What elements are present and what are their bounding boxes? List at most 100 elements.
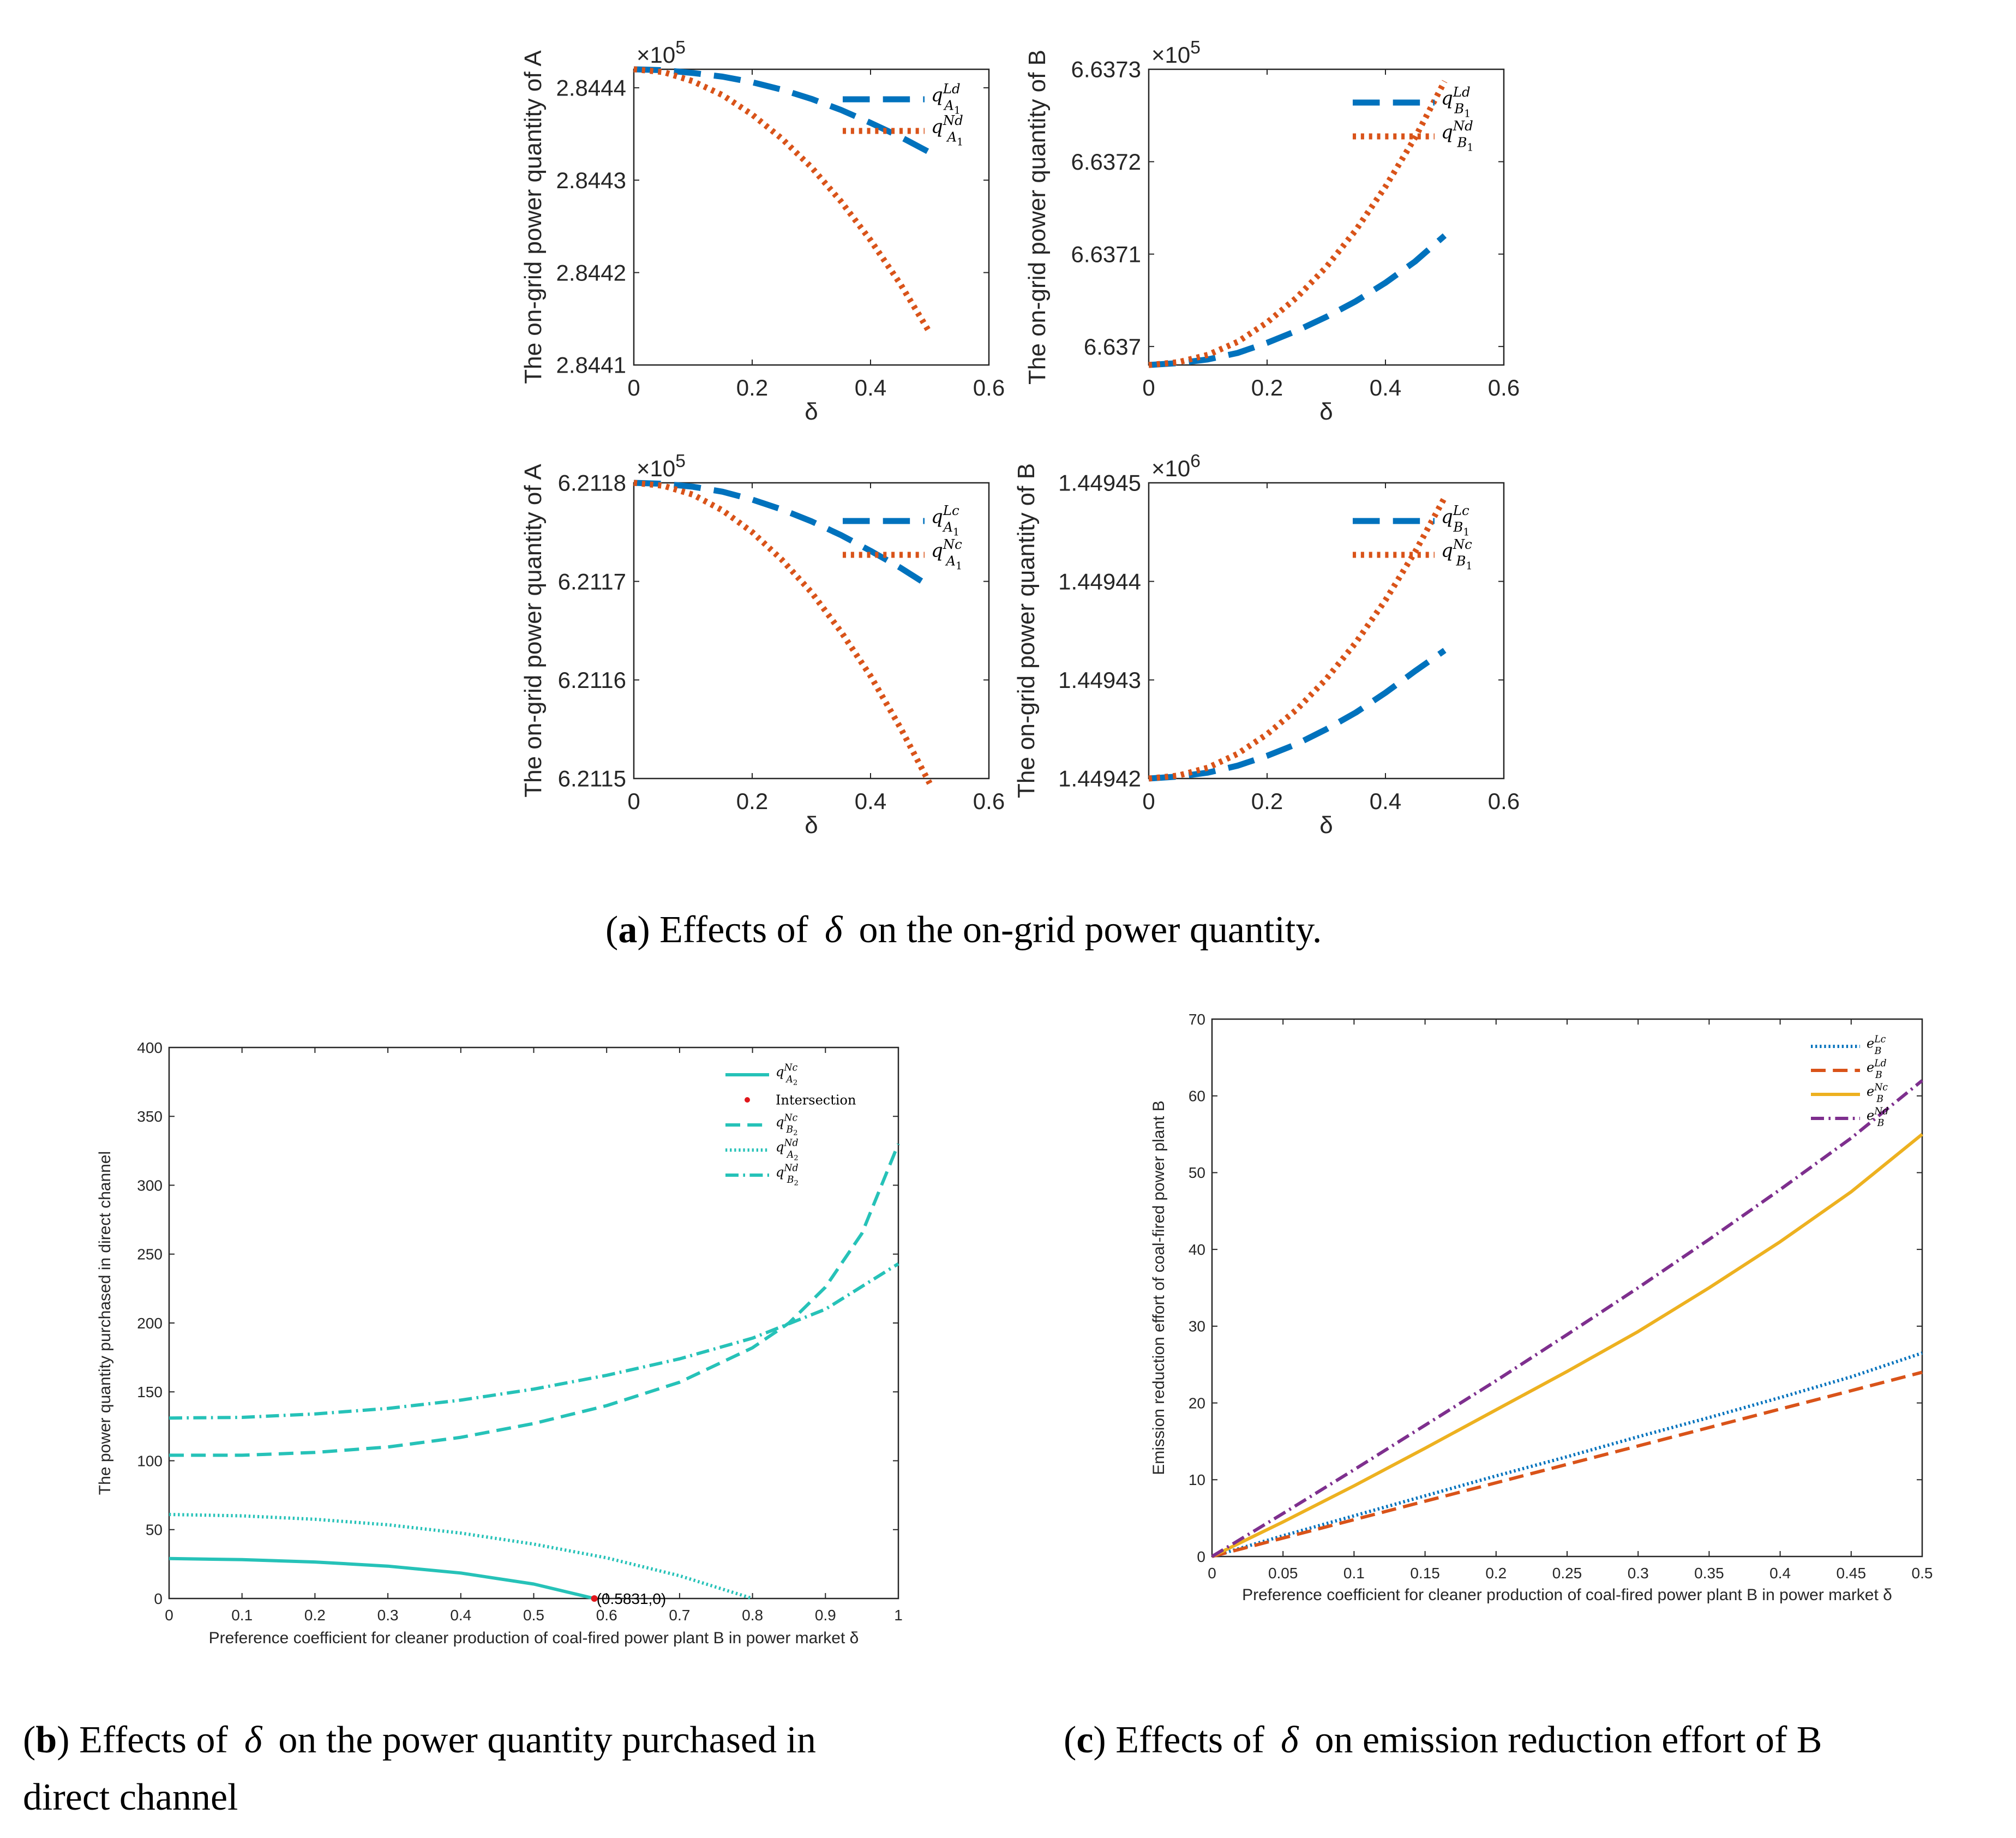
x-tick-label: 0.4 <box>1769 1565 1791 1582</box>
x-tick-label: 0.6 <box>596 1607 617 1624</box>
x-axis-label: δ <box>805 398 818 425</box>
intersection-annotation: (0.5831,0) <box>597 1590 667 1607</box>
y-tick-label: 6.637 <box>1084 334 1141 360</box>
x-axis-label: δ <box>805 812 818 839</box>
x-tick-label: 0 <box>627 375 640 400</box>
y-tick-label: 0 <box>154 1590 163 1607</box>
x-tick-label: 1 <box>894 1607 903 1624</box>
x-tick-label: 0.4 <box>450 1607 471 1624</box>
x-tick-label: 0.4 <box>855 375 886 400</box>
x-axis-label: δ <box>1319 398 1333 425</box>
y-tick-label: 2.8444 <box>556 75 626 101</box>
plot-area <box>1149 69 1504 365</box>
y-tick-label: 150 <box>137 1384 163 1400</box>
y-tick-label: 1.44944 <box>1058 568 1141 594</box>
x-axis-label: Preference coefficient for cleaner produ… <box>209 1629 859 1647</box>
plot-area <box>1212 1019 1922 1556</box>
x-tick-label: 0.2 <box>1251 375 1283 400</box>
x-tick-label: 0.1 <box>231 1607 253 1624</box>
y-tick-label: 2.8441 <box>556 352 626 378</box>
x-tick-label: 0.5 <box>523 1607 544 1624</box>
y-tick-label: 300 <box>137 1177 163 1194</box>
y-tick-label: 250 <box>137 1246 163 1263</box>
chart-b: 0 0.1 0.2 0.3 0.4 0.5 0.6 0.7 0.8 0.9 1 0 50 100 150 20… <box>96 1039 903 1647</box>
x-tick-label: 0.2 <box>736 375 768 400</box>
x-axis-label: Preference coefficient for cleaner produ… <box>1242 1586 1892 1604</box>
y-tick-label: 6.2115 <box>558 766 626 792</box>
x-tick-label: 0.05 <box>1268 1565 1298 1582</box>
x-tick-label: 0 <box>627 788 640 814</box>
x-tick-label: 0.6 <box>973 375 1005 400</box>
x-tick-label: 0.45 <box>1837 1565 1867 1582</box>
y-tick-label: 6.6373 <box>1071 57 1141 82</box>
y-exponent-label: ×105 <box>637 38 686 68</box>
y-tick-label: 60 <box>1189 1088 1205 1105</box>
caption-c: (c) Effects of δ on emission reduction eff… <box>1064 1713 1822 1768</box>
y-tick-label: 40 <box>1189 1241 1205 1258</box>
y-tick-label: 6.6371 <box>1071 241 1141 267</box>
chart-a1: 0 0.2 0.4 0.6 2.8441 2.8442 2.8443 2.8444 ×105 δ T… <box>520 38 1005 425</box>
x-tick-label: 0.2 <box>1251 788 1283 814</box>
y-axis-label: The on-grid power quantity of B <box>1013 463 1040 798</box>
caption-a: (a) Effects of δ on the on-grid power quan… <box>605 903 1322 957</box>
x-tick-label: 0.15 <box>1410 1565 1440 1582</box>
x-tick-label: 0.5 <box>1912 1565 1933 1582</box>
legend-label-intersection: Intersection <box>776 1092 856 1107</box>
y-axis-label: The power quantity purchased in direct c… <box>96 1151 114 1495</box>
x-axis-label: δ <box>1319 812 1333 839</box>
y-tick-label: 200 <box>137 1315 163 1332</box>
y-tick-label: 20 <box>1189 1394 1205 1411</box>
y-tick-label: 50 <box>1189 1164 1205 1181</box>
x-tick-label: 0.6 <box>973 788 1005 814</box>
x-tick-label: 0.4 <box>1370 788 1401 814</box>
y-tick-label: 70 <box>1189 1011 1205 1028</box>
y-tick-label: 1.44942 <box>1058 766 1141 792</box>
y-tick-label: 6.6372 <box>1071 149 1141 175</box>
x-tick-label: 0.9 <box>815 1607 836 1624</box>
y-axis-label: The on-grid power quantity of B <box>1024 50 1051 385</box>
y-tick-label: 1.44943 <box>1058 667 1141 693</box>
chart-a3: 0 0.2 0.4 0.6 6.2115 6.2116 6.2117 6.2118 ×105 δ T… <box>520 451 1005 839</box>
x-tick-label: 0.4 <box>855 788 886 814</box>
x-tick-label: 0 <box>1142 375 1155 400</box>
y-tick-label: 350 <box>137 1108 163 1125</box>
x-tick-label: 0.3 <box>1628 1565 1649 1582</box>
x-tick-label: 0.2 <box>304 1607 326 1624</box>
y-tick-label: 6.2117 <box>558 568 626 594</box>
y-axis-label: The on-grid power quantity of A <box>520 464 547 798</box>
x-tick-label: 0 <box>1208 1565 1216 1582</box>
y-tick-label: 6.2116 <box>558 667 626 693</box>
x-tick-label: 0.3 <box>377 1607 399 1624</box>
x-tick-label: 0.2 <box>1485 1565 1507 1582</box>
y-tick-label: 100 <box>137 1452 163 1469</box>
y-exponent-label: ×106 <box>1151 451 1201 481</box>
y-tick-label: 2.8442 <box>556 260 626 285</box>
x-tick-label: 0.35 <box>1694 1565 1724 1582</box>
x-tick-label: 0.1 <box>1343 1565 1365 1582</box>
x-tick-label: 0.8 <box>742 1607 763 1624</box>
y-tick-label: 1.44945 <box>1058 470 1141 496</box>
x-tick-label: 0.6 <box>1488 375 1520 400</box>
x-tick-label: 0.7 <box>669 1607 690 1624</box>
y-tick-label: 400 <box>137 1039 163 1056</box>
legend-marker-intersection <box>745 1097 750 1103</box>
x-tick-label: 0.6 <box>1488 788 1520 814</box>
y-exponent-label: ×105 <box>637 451 686 481</box>
y-tick-label: 0 <box>1197 1548 1205 1565</box>
plot-area <box>634 69 989 365</box>
y-tick-label: 2.8443 <box>556 167 626 193</box>
x-tick-label: 0 <box>165 1607 173 1624</box>
y-axis-label: The on-grid power quantity of A <box>520 50 547 384</box>
x-tick-label: 0.4 <box>1370 375 1401 400</box>
x-tick-label: 0 <box>1142 788 1155 814</box>
y-tick-label: 10 <box>1189 1471 1205 1488</box>
chart-a2: 0 0.2 0.4 0.6 6.637 6.6371 6.6372 6.6373 ×105 δ Th… <box>1024 38 1520 425</box>
y-tick-label: 50 <box>146 1522 163 1538</box>
chart-a4: 0 0.2 0.4 0.6 1.44942 1.44943 1.44944 1.44945 ×1… <box>1013 451 1520 839</box>
chart-c: 0 0.05 0.1 0.15 0.2 0.25 0.3 0.35 0.4 0.45 0.5 0 10 2… <box>1150 1011 1933 1604</box>
y-tick-label: 30 <box>1189 1318 1205 1335</box>
y-axis-label: Emission reduction effort of coal-fired … <box>1150 1100 1168 1475</box>
x-tick-label: 0.25 <box>1552 1565 1582 1582</box>
caption-b: (b) Effects of δ on the power quantity pur… <box>23 1713 816 1768</box>
x-tick-label: 0.2 <box>736 788 768 814</box>
